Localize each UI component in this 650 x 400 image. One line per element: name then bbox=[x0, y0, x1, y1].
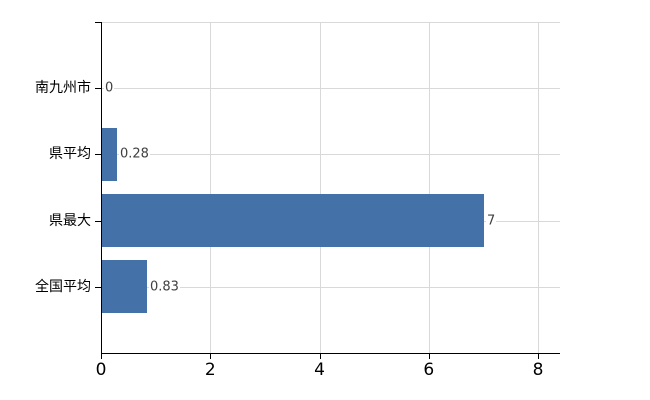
x-gridline bbox=[538, 22, 539, 353]
bar bbox=[102, 260, 147, 313]
category-label: 県平均 bbox=[49, 146, 91, 162]
x-axis-tick-label: 0 bbox=[95, 360, 107, 380]
y-axis-tick bbox=[95, 287, 101, 288]
x-axis-tick-label: 2 bbox=[204, 360, 216, 380]
bar bbox=[102, 128, 117, 181]
plot-top-gridline bbox=[101, 22, 560, 23]
category-gridline bbox=[101, 154, 560, 155]
x-axis-tick bbox=[428, 353, 430, 359]
x-axis-tick bbox=[538, 353, 539, 359]
bar-value-label: 7 bbox=[486, 213, 497, 229]
y-axis-tick bbox=[95, 221, 101, 222]
x-axis-tick bbox=[210, 353, 212, 359]
x-axis-tick bbox=[319, 353, 321, 359]
x-gridline bbox=[319, 22, 321, 353]
y-axis-line bbox=[101, 22, 102, 353]
y-axis-top-tick bbox=[95, 22, 101, 23]
x-axis-tick-label: 8 bbox=[532, 360, 544, 380]
x-axis-tick-label: 6 bbox=[423, 360, 435, 380]
bar-value-label: 0.83 bbox=[149, 279, 180, 295]
x-axis-tick-label: 4 bbox=[314, 360, 325, 380]
category-label: 南九州市 bbox=[35, 80, 91, 96]
y-axis-tick bbox=[95, 88, 101, 89]
category-label: 全国平均 bbox=[35, 279, 91, 295]
y-axis-tick bbox=[95, 154, 101, 155]
x-axis-line bbox=[101, 353, 560, 354]
bar bbox=[102, 194, 484, 247]
bar-value-label: 0 bbox=[104, 80, 115, 96]
category-gridline bbox=[101, 287, 560, 288]
category-gridline bbox=[101, 88, 560, 89]
category-label: 県最大 bbox=[49, 213, 91, 229]
x-gridline bbox=[428, 22, 430, 353]
x-axis-tick bbox=[101, 353, 102, 359]
x-gridline bbox=[210, 22, 212, 353]
bar-value-label: 0.28 bbox=[119, 146, 150, 162]
